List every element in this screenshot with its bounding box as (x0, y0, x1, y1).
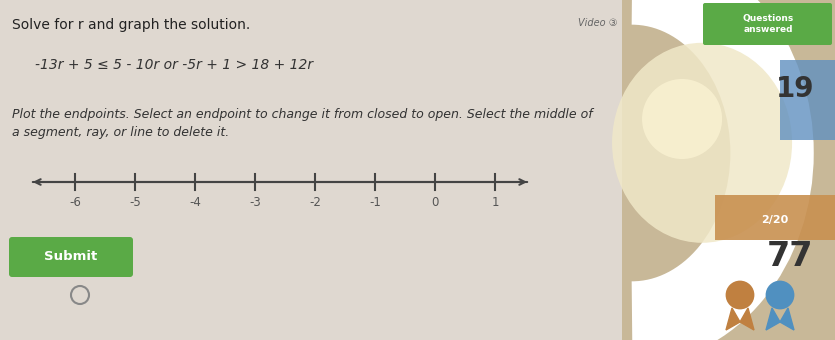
Text: -3: -3 (249, 196, 261, 209)
Text: -5: -5 (129, 196, 141, 209)
Polygon shape (766, 308, 780, 330)
Text: 77: 77 (767, 240, 813, 273)
Polygon shape (740, 308, 754, 330)
FancyBboxPatch shape (703, 3, 832, 45)
Text: -2: -2 (309, 196, 321, 209)
Text: 2/20: 2/20 (762, 215, 788, 225)
Text: -6: -6 (69, 196, 81, 209)
Polygon shape (780, 308, 794, 330)
Text: -1: -1 (369, 196, 381, 209)
Text: 19: 19 (776, 75, 814, 103)
Bar (715, 195, 835, 240)
Text: Video ③: Video ③ (578, 18, 617, 28)
Polygon shape (726, 308, 740, 330)
Bar (780, 60, 835, 140)
Text: Submit: Submit (44, 251, 98, 264)
Text: 0: 0 (432, 196, 438, 209)
Text: -13r + 5 ≤ 5 - 10r or -5r + 1 > 18 + 12r: -13r + 5 ≤ 5 - 10r or -5r + 1 > 18 + 12r (35, 58, 313, 72)
Bar (0, 0, 622, 340)
Ellipse shape (642, 79, 722, 159)
Text: 1: 1 (491, 196, 498, 209)
Circle shape (727, 282, 753, 308)
Text: Plot the endpoints. Select an endpoint to change it from closed to open. Select : Plot the endpoints. Select an endpoint t… (12, 108, 593, 121)
Text: -4: -4 (189, 196, 201, 209)
Text: Questions
answered: Questions answered (742, 14, 793, 34)
Bar (622, 0, 835, 340)
Ellipse shape (612, 43, 792, 243)
FancyBboxPatch shape (9, 237, 133, 277)
Text: Solve for r and graph the solution.: Solve for r and graph the solution. (12, 18, 250, 32)
Text: a segment, ray, or line to delete it.: a segment, ray, or line to delete it. (12, 126, 230, 139)
Circle shape (767, 282, 793, 308)
